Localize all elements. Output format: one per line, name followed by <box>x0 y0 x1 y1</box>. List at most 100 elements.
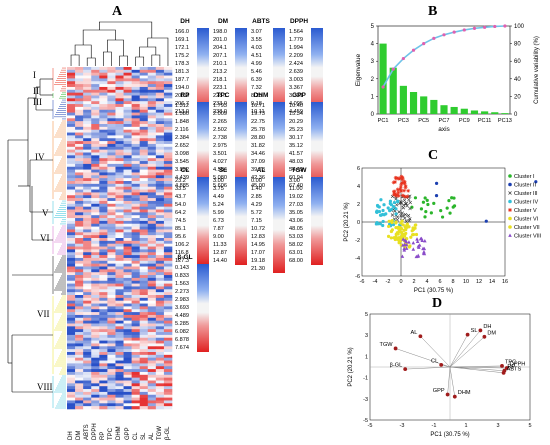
heatmap-cell <box>99 346 108 350</box>
heatmap-cell <box>83 357 92 361</box>
scatter-point <box>381 219 385 224</box>
heatmap-cell <box>107 394 116 398</box>
color-key-value: 63.01 <box>289 250 303 256</box>
heatmap-cell <box>75 320 84 324</box>
cumulative-point <box>442 33 446 37</box>
heatmap-cell <box>123 329 132 333</box>
heatmap-cell <box>123 332 132 336</box>
heatmap-cell <box>131 292 140 296</box>
heatmap-cell <box>123 189 132 193</box>
heatmap-cell <box>139 329 149 333</box>
heatmap-cell <box>139 229 149 233</box>
heatmap-cell <box>75 109 84 113</box>
color-key-value: 41.57 <box>289 151 303 157</box>
heatmap-cell <box>155 383 165 387</box>
y-axis-label: PC2 (20.21 %) <box>348 347 354 386</box>
heatmap-cell <box>99 320 108 324</box>
heatmap-cell <box>155 118 165 122</box>
heatmap-cell <box>67 306 76 310</box>
heatmap-cell <box>67 112 76 116</box>
row-dendrogram-upper <box>7 78 53 393</box>
heatmap-cell <box>163 129 173 133</box>
heatmap-cell <box>155 112 165 116</box>
heatmap-cell <box>123 92 132 96</box>
heatmap-cell <box>163 337 173 341</box>
scatter-point <box>400 180 405 185</box>
heatmap-cell <box>131 138 140 142</box>
color-key-value: 201.0 <box>213 37 227 43</box>
heatmap-cell <box>123 306 132 310</box>
dendrogram-branch <box>119 55 128 66</box>
scatter-points <box>374 174 538 259</box>
heatmap-cell <box>139 257 149 262</box>
heatmap-cell <box>147 220 157 225</box>
heatmap-cell <box>91 189 100 193</box>
heatmap-cell <box>107 360 116 364</box>
heatmap-cell <box>139 178 149 182</box>
cumulative-point <box>493 24 497 29</box>
heatmap-cell <box>67 203 76 207</box>
heatmap-cell <box>115 343 124 347</box>
heatmap-cell <box>99 104 108 108</box>
heatmap-cell <box>75 286 84 290</box>
y-tick-right: 80 <box>514 42 521 48</box>
color-key-value: 23.2 <box>175 178 186 184</box>
color-key-value: 4.99 <box>251 61 262 67</box>
heatmap-cell <box>67 346 76 350</box>
heatmap-cell <box>163 84 173 88</box>
heatmap-cell <box>155 252 165 256</box>
heatmap-cell <box>91 352 100 356</box>
heatmap-cell <box>163 200 173 205</box>
heatmap-cell <box>75 349 84 353</box>
heatmap-cell <box>147 195 157 199</box>
heatmap-cell <box>75 238 84 242</box>
scatter-point <box>408 206 412 211</box>
color-key-value: 218.1 <box>213 77 227 83</box>
heatmap-cell <box>115 75 124 79</box>
scatter-point <box>415 237 419 241</box>
heatmap-cell <box>83 366 92 370</box>
heatmap-cell <box>107 337 116 341</box>
heatmap-cell <box>131 400 140 404</box>
heatmap-cell <box>67 186 76 190</box>
heatmap-cell <box>163 220 173 225</box>
heatmap-cell <box>139 269 149 273</box>
heatmap-cell <box>139 295 149 299</box>
heatmap-cell <box>67 300 76 304</box>
color-key-value: 3.75 <box>213 186 224 192</box>
heatmap-cell <box>139 212 149 216</box>
color-key-value: 233.0 <box>213 101 227 107</box>
heatmap-cell <box>75 337 84 341</box>
heatmap-cell <box>131 289 140 293</box>
heatmap-cell <box>67 314 76 319</box>
heatmap-cell <box>147 240 157 244</box>
heatmap-cell <box>115 192 124 196</box>
heatmap-cell <box>115 406 124 410</box>
heatmap-cell <box>91 297 100 301</box>
heatmap-cell <box>163 235 173 239</box>
heatmap-cell <box>139 263 149 267</box>
heatmap-cell <box>75 371 84 376</box>
heatmap-cell <box>75 383 84 387</box>
color-key-value: 1.580 <box>175 111 189 117</box>
heatmap-cell <box>83 383 92 387</box>
heatmap-cell <box>147 406 157 410</box>
heatmap-cell <box>123 275 132 279</box>
heatmap-cell <box>75 263 84 267</box>
heatmap-cell <box>91 169 100 173</box>
heatmap-cell <box>163 360 173 364</box>
scatter-point <box>408 200 413 205</box>
heatmap-cell <box>163 389 173 393</box>
heatmap-cell <box>115 104 124 108</box>
heatmap-cell <box>107 121 116 125</box>
heatmap-cell <box>115 272 124 276</box>
heatmap-cell <box>67 206 76 210</box>
heatmap-cell <box>131 295 140 299</box>
y-tick-label: -2 <box>355 238 360 244</box>
heatmap-cell <box>75 297 84 301</box>
heatmap-cell <box>107 263 116 267</box>
color-key-value: 9.18 <box>251 101 262 107</box>
heatmap-cell <box>107 72 116 76</box>
heatmap-cell <box>83 98 92 102</box>
panel-letter-b: B <box>428 4 438 19</box>
